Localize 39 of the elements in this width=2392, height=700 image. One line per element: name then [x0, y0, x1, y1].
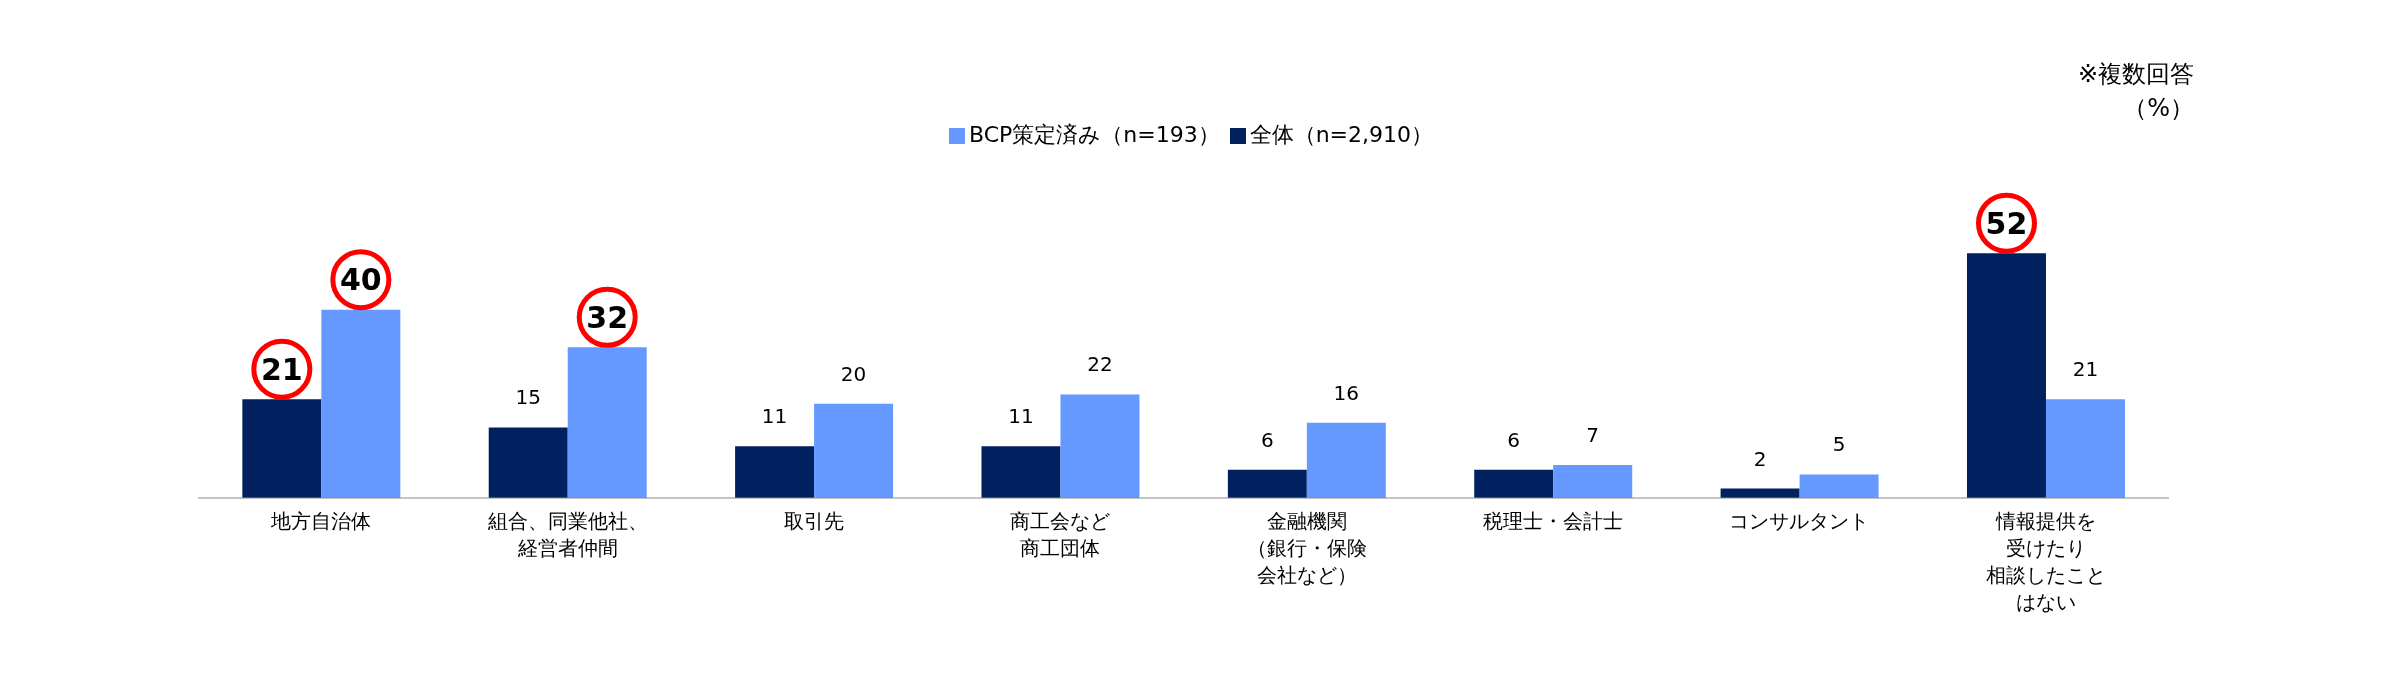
data-label: 52: [1985, 205, 2028, 241]
x-tick-label: 取引先: [783, 509, 844, 533]
legend-label: 全体（n=2,910）: [1249, 122, 1434, 147]
text: （%）: [2123, 93, 2194, 124]
data-label: 21: [260, 351, 303, 387]
x-tick-label: コンサルタント: [1729, 509, 1870, 533]
x-tick-label: 税理士・会計士: [1483, 509, 1624, 533]
bar: [981, 446, 1061, 498]
bar: [1474, 469, 1554, 498]
bar: [2045, 399, 2125, 498]
data-label: 5: [1832, 432, 1846, 457]
legend-label: BCP策定済み（n=193）: [968, 122, 1220, 147]
data-label: 15: [515, 385, 541, 410]
text: ※複数回答: [2077, 59, 2194, 90]
x-tick-label: 金融機関（銀行・保険会社など）: [1246, 509, 1367, 587]
data-label: 32: [586, 299, 629, 335]
x-tick-label: 組合、同業他社、経営者仲間: [486, 509, 648, 560]
data-label: 11: [761, 404, 788, 429]
bar: [814, 403, 894, 498]
bar: [1799, 474, 1879, 498]
bar: [1060, 394, 1140, 498]
data-label: 21: [2072, 357, 2099, 382]
data-label: 11: [1008, 404, 1034, 429]
bar: [735, 446, 815, 498]
x-tick-label: 商工会など商工団体: [1010, 509, 1111, 560]
bar: [1227, 469, 1307, 498]
data-label: 6: [1507, 427, 1521, 452]
data-label: 16: [1333, 380, 1360, 405]
x-tick-label: 地方自治体: [270, 509, 372, 533]
data-label: 7: [1586, 423, 1600, 448]
data-label: 6: [1260, 427, 1274, 452]
bar: [1306, 422, 1386, 498]
bar: [1553, 465, 1633, 498]
data-label: 2: [1753, 446, 1767, 471]
data-label: 20: [840, 361, 867, 386]
x-tick-label: 情報提供を受けたり相談したことはない: [1985, 509, 2106, 614]
bar: [488, 427, 568, 498]
data-label: 22: [1087, 352, 1113, 377]
data-label: 40: [339, 262, 382, 298]
